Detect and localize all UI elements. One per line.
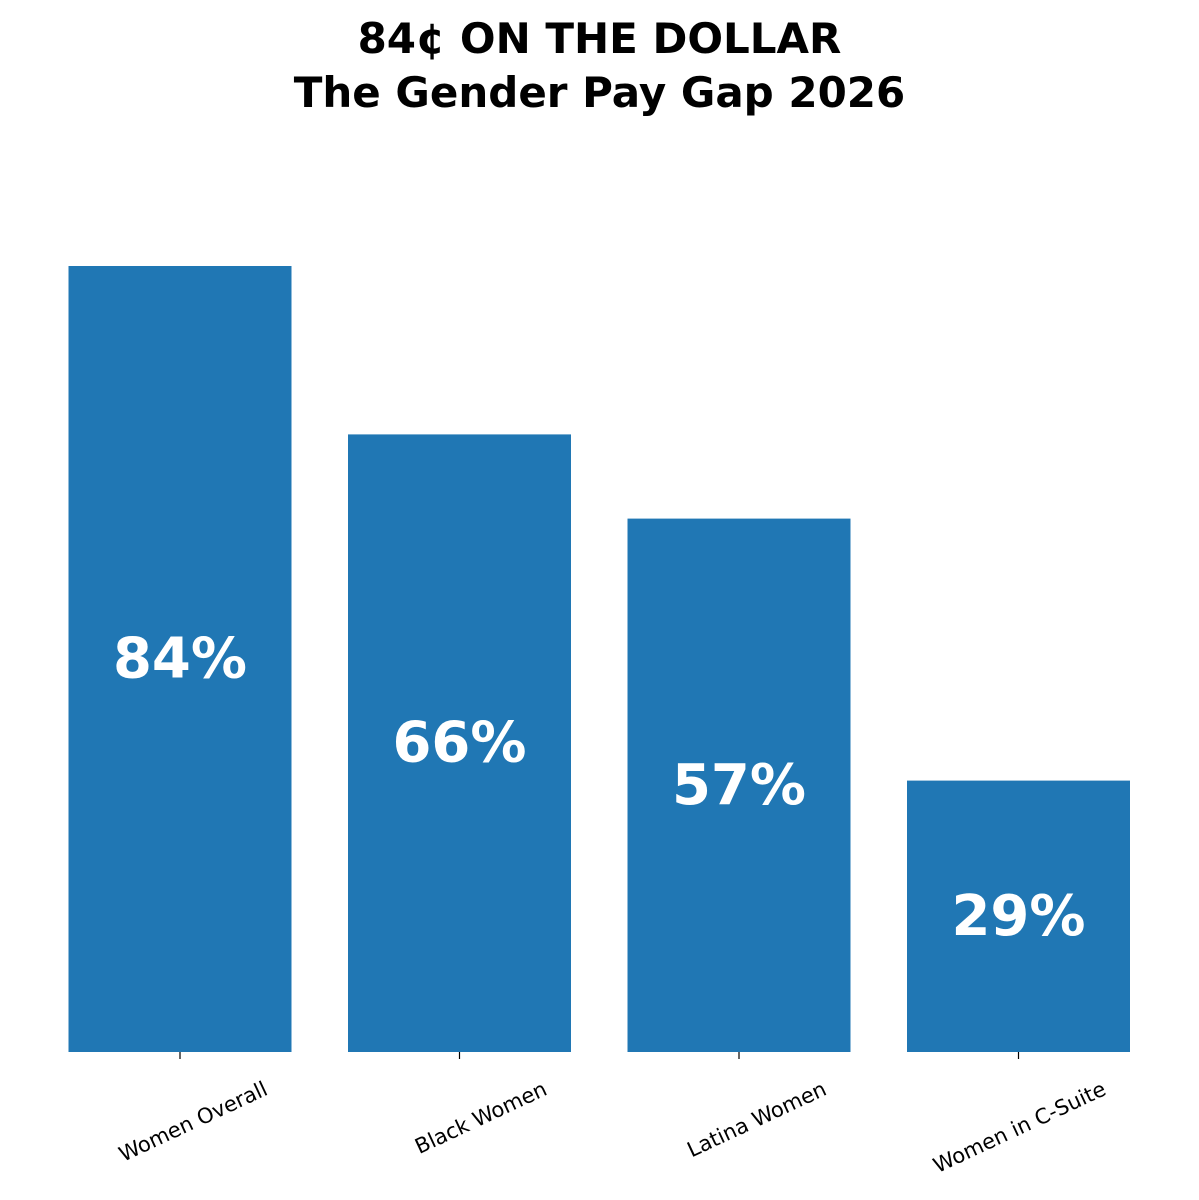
x-tick-label: Latina Women	[684, 1077, 831, 1162]
chart-title: 84¢ ON THE DOLLAR	[357, 14, 842, 63]
x-tick-label: Black Women	[411, 1077, 550, 1159]
bars-layer	[68, 266, 1130, 1052]
x-tick-label: Women in C-Suite	[930, 1077, 1110, 1178]
bar	[68, 266, 292, 1052]
bar-value-label: 57%	[672, 753, 806, 818]
x-tick-label: Women Overall	[115, 1077, 271, 1167]
x-axis-ticks: Women Overall Black Women Latina Women Wome…	[115, 1052, 1110, 1178]
bar	[627, 518, 851, 1052]
bar-value-label: 66%	[392, 711, 526, 776]
bar-value-label: 84%	[113, 627, 247, 692]
chart-subtitle: The Gender Pay Gap 2026	[293, 68, 906, 117]
bar	[907, 780, 1130, 1052]
chart-title-block: 84¢ ON THE DOLLAR The Gender Pay Gap 202…	[0, 12, 1199, 120]
bar	[348, 434, 571, 1052]
bar-value-label: 29%	[951, 884, 1085, 949]
data-labels-layer: 84% 66% 57% 29%	[113, 627, 1086, 949]
